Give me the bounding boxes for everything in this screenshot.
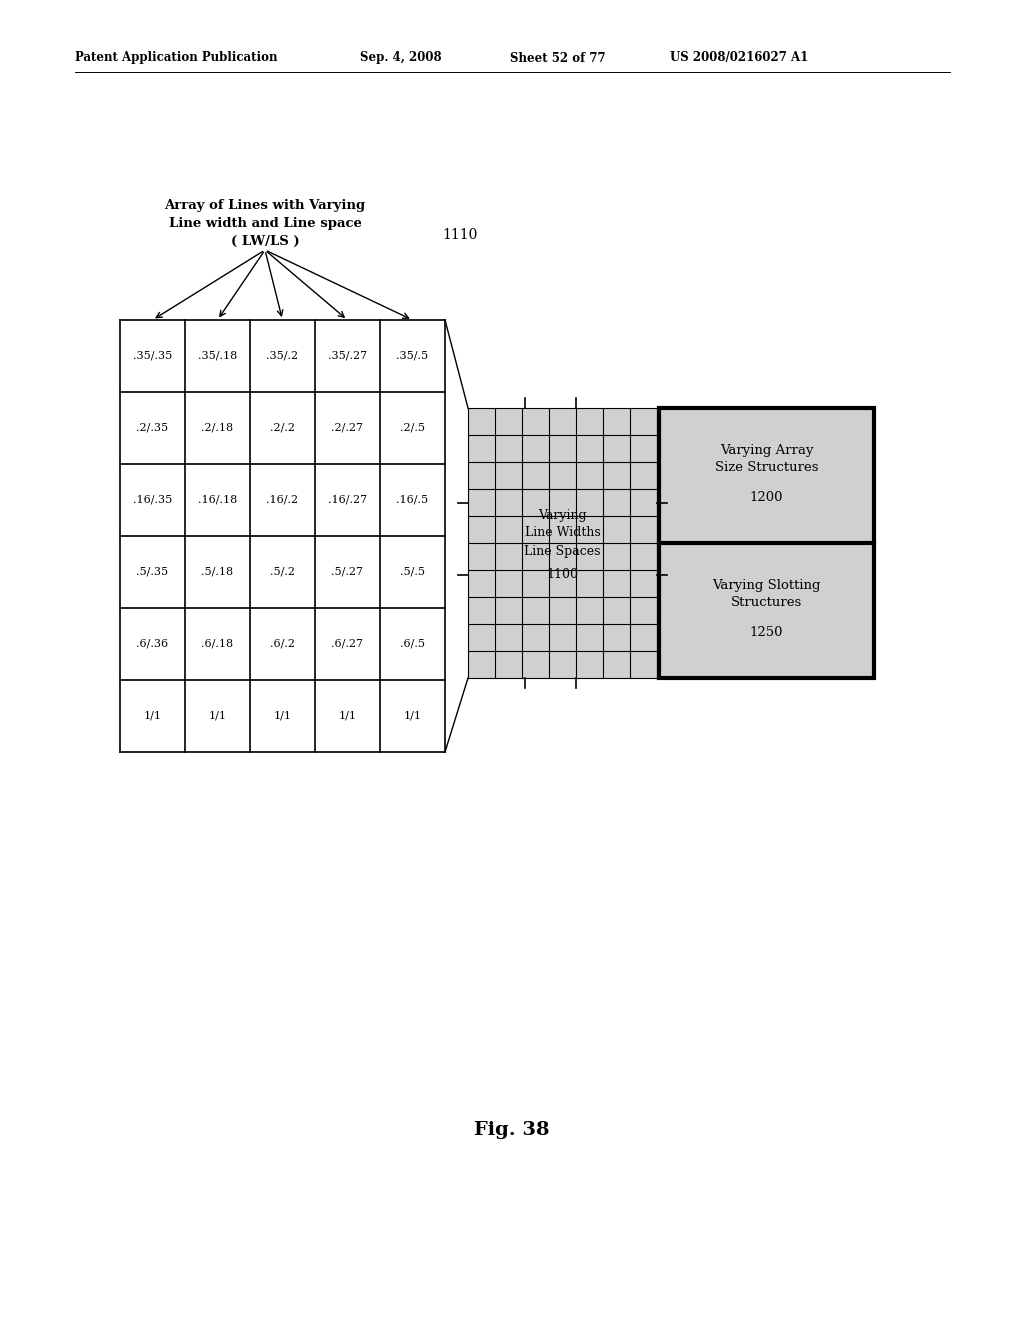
Text: .16/.2: .16/.2 [266, 495, 299, 506]
Text: .5/.18: .5/.18 [202, 568, 233, 577]
Text: Varying Array: Varying Array [720, 444, 813, 457]
Bar [659, 543, 874, 678]
Text: .16/.5: .16/.5 [396, 495, 429, 506]
Text: .5/.2: .5/.2 [270, 568, 295, 577]
Text: .6/.36: .6/.36 [136, 639, 169, 649]
Text: .16/.27: .16/.27 [328, 495, 367, 506]
Text: Array of Lines with Varying: Array of Lines with Varying [165, 198, 366, 211]
Text: Fig. 38: Fig. 38 [474, 1121, 550, 1139]
Text: 1/1: 1/1 [273, 711, 292, 721]
Text: .6/.18: .6/.18 [202, 639, 233, 649]
Text: Line width and Line space: Line width and Line space [169, 216, 361, 230]
Text: Patent Application Publication: Patent Application Publication [75, 51, 278, 65]
Text: Line Spaces: Line Spaces [524, 544, 601, 557]
Text: .2/.35: .2/.35 [136, 422, 169, 433]
Text: 1/1: 1/1 [339, 711, 356, 721]
Text: 1200: 1200 [750, 491, 783, 504]
Bar [659, 408, 874, 543]
Text: 1110: 1110 [442, 228, 478, 242]
Text: .35/.27: .35/.27 [328, 351, 367, 360]
Text: Line Widths: Line Widths [524, 527, 600, 540]
Text: Structures: Structures [731, 597, 802, 609]
Text: US 2008/0216027 A1: US 2008/0216027 A1 [670, 51, 808, 65]
Text: .6/.27: .6/.27 [332, 639, 364, 649]
Text: .6/.5: .6/.5 [400, 639, 425, 649]
Bar [659, 408, 874, 678]
Text: .2/.2: .2/.2 [270, 422, 295, 433]
Bar [468, 408, 657, 678]
Text: .35/.2: .35/.2 [266, 351, 299, 360]
Text: .2/.18: .2/.18 [202, 422, 233, 433]
Text: .16/.18: .16/.18 [198, 495, 238, 506]
Text: Sep. 4, 2008: Sep. 4, 2008 [360, 51, 441, 65]
Text: Varying Slotting: Varying Slotting [713, 579, 821, 591]
Text: ( LW/LS ): ( LW/LS ) [230, 235, 299, 248]
Text: .35/.35: .35/.35 [133, 351, 172, 360]
Text: .35/.18: .35/.18 [198, 351, 238, 360]
Text: Sheet 52 of 77: Sheet 52 of 77 [510, 51, 605, 65]
Text: 1/1: 1/1 [403, 711, 422, 721]
Text: .2/.5: .2/.5 [400, 422, 425, 433]
Text: 1100: 1100 [547, 569, 579, 582]
Text: .5/.27: .5/.27 [332, 568, 364, 577]
Text: .35/.5: .35/.5 [396, 351, 429, 360]
Text: Varying: Varying [539, 508, 587, 521]
Text: 1/1: 1/1 [209, 711, 226, 721]
Text: 1/1: 1/1 [143, 711, 162, 721]
Text: .5/.35: .5/.35 [136, 568, 169, 577]
Text: Size Structures: Size Structures [715, 461, 818, 474]
Text: .2/.27: .2/.27 [332, 422, 364, 433]
Text: .5/.5: .5/.5 [400, 568, 425, 577]
Text: .6/.2: .6/.2 [270, 639, 295, 649]
Text: .16/.35: .16/.35 [133, 495, 172, 506]
Text: 1250: 1250 [750, 626, 783, 639]
